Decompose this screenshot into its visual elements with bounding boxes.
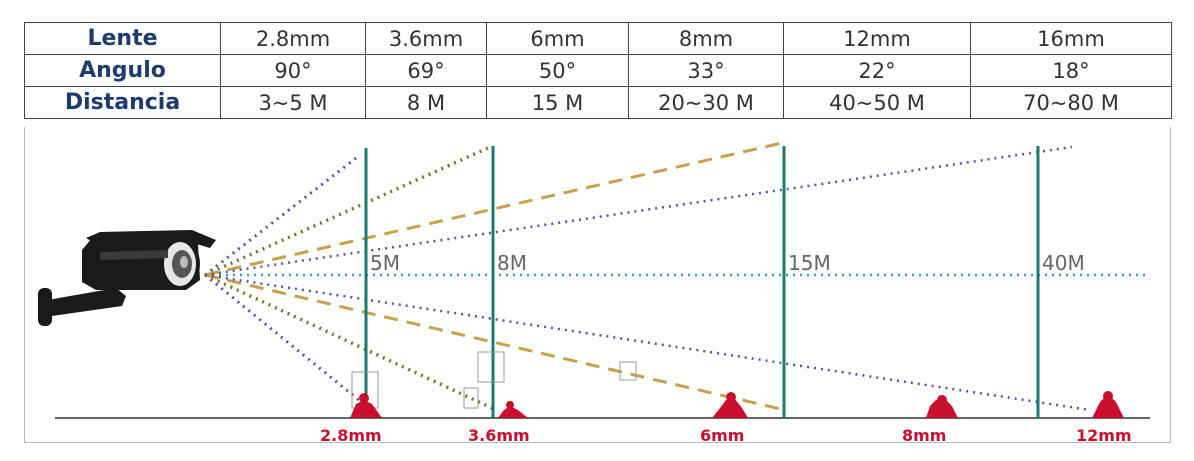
cell-distancia-2: 8 M [365,86,487,119]
lens-label-2.8mm: 2.8mm [320,426,382,445]
cell-distancia-6: 70~80 M [970,86,1172,119]
cell-distancia-3: 15 M [486,86,629,119]
cell-angulo-2: 69° [365,54,487,87]
cell-distancia-5: 40~50 M [783,86,971,119]
cone-2.8mm [204,153,366,407]
person-icon-2.8mm [350,393,382,418]
lens-spec-table: Lente 2.8mm 3.6mm 6mm 8mm 12mm 16mm Angu… [24,22,1172,119]
cell-angulo-3: 50° [486,54,629,87]
table-row-angulo: Angulo 90° 69° 50° 33° 22° 18° [24,54,1172,87]
security-camera-icon [38,230,216,326]
lens-label-8mm: 8mm [902,426,946,445]
subject-outline-15m [619,361,637,381]
distance-label-40m: 40M [1042,251,1085,275]
cell-lente-2: 3.6mm [365,22,487,55]
cell-distancia-1: 3~5 M [220,86,366,119]
person-icon-12mm [1092,391,1124,418]
person-icon-8mm [926,395,958,418]
person-icon-6mm [712,392,748,418]
distance-label-5m: 5M [370,251,400,275]
diagram-frame [24,127,1171,443]
lens-label-6mm: 6mm [700,426,744,445]
cone-6mm [204,141,786,412]
cone-8mm [204,145,1091,412]
cell-lente-5: 12mm [783,22,971,55]
distance-label-8m: 8M [497,251,527,275]
distance-label-15m: 15M [788,251,831,275]
lens-label-3.6mm: 3.6mm [468,426,530,445]
subject-outline-8m [477,351,505,383]
lens-label-12mm: 12mm [1076,426,1132,445]
cell-lente-1: 2.8mm [220,22,366,55]
cone-3.6mm [204,146,493,410]
row-header-lente: Lente [24,22,221,55]
cell-angulo-4: 33° [628,54,784,87]
person-icon-3.6mm [498,401,528,418]
table-row-distancia: Distancia 3~5 M 8 M 15 M 20~30 M 40~50 M… [24,86,1172,119]
subject-outline-8m-small [463,387,479,409]
